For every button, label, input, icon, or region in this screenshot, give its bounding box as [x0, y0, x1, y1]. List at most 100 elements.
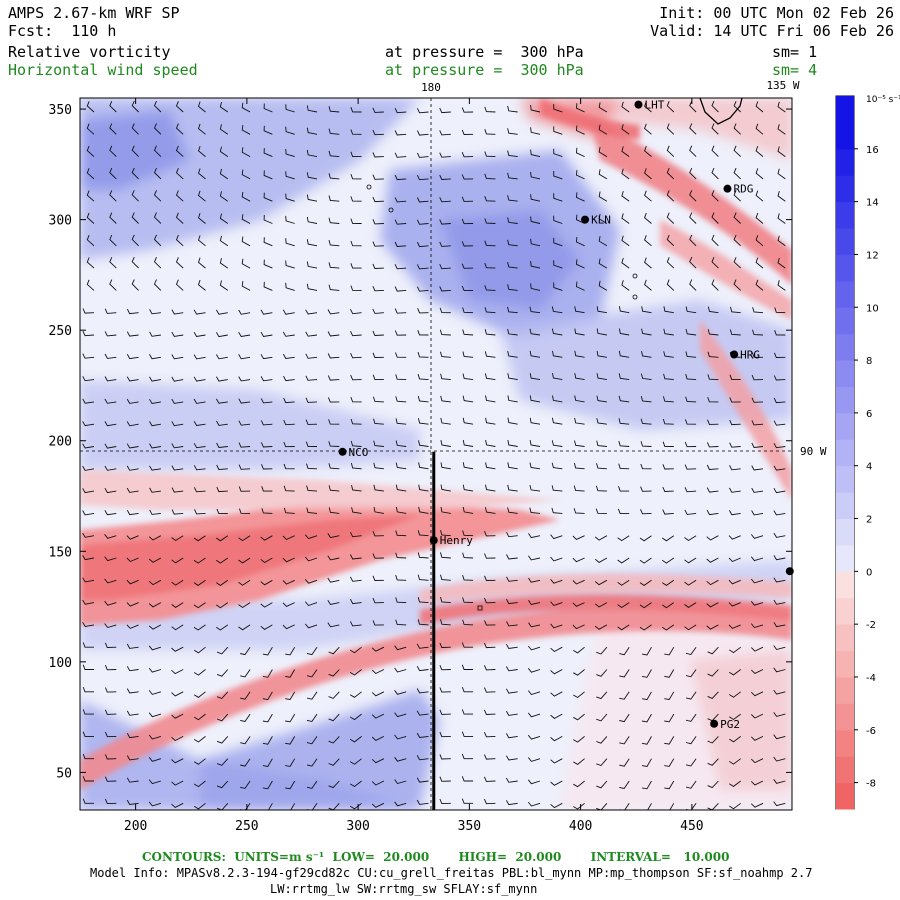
wind-barb	[684, 464, 697, 470]
wind-barb	[529, 484, 541, 492]
wind-barbs	[82, 100, 786, 810]
wind-barb	[328, 780, 340, 789]
wind-barb	[104, 376, 117, 382]
wind-barb	[416, 799, 429, 805]
wind-barb	[439, 264, 451, 270]
wind-barb	[417, 619, 429, 626]
wind-barb	[751, 442, 764, 448]
wind-barb	[283, 397, 295, 404]
wind-barb	[349, 621, 362, 627]
wind-barb	[662, 486, 674, 492]
wind-barb	[507, 105, 518, 113]
wind-barb	[149, 309, 161, 315]
wind-barb	[153, 257, 162, 269]
y-tick-label: 200	[49, 435, 72, 450]
colorbar-step	[836, 518, 854, 546]
wind-barb	[285, 215, 295, 224]
wind-barb	[417, 330, 429, 336]
wind-barb	[394, 712, 407, 718]
wind-barb	[193, 376, 206, 382]
wind-barb	[260, 354, 273, 360]
wind-barb	[351, 484, 362, 492]
wind-barb	[148, 757, 162, 762]
wind-barb	[328, 485, 340, 492]
wind-barb	[126, 353, 139, 360]
wind-barb	[619, 736, 630, 745]
wind-barb	[219, 168, 229, 180]
wind-barb	[371, 669, 385, 675]
wind-barb	[462, 484, 474, 492]
wind-barb	[282, 309, 295, 315]
wind-barb	[372, 620, 384, 626]
wind-barb	[551, 417, 563, 425]
station-dot	[634, 100, 643, 109]
wind-barb	[751, 352, 764, 358]
wind-barb	[282, 579, 295, 585]
wind-barb	[82, 664, 94, 670]
wind-barb	[263, 214, 273, 224]
wind-barb	[439, 642, 451, 648]
colorbar-step	[836, 571, 854, 599]
wind-barb	[104, 331, 117, 337]
wind-barb	[126, 443, 139, 449]
wind-barb	[750, 780, 764, 786]
wind-barb	[506, 710, 518, 716]
wind-barb	[82, 622, 95, 627]
wind-barb	[598, 258, 608, 269]
wind-barb	[528, 622, 541, 628]
colorbar-step	[836, 307, 854, 335]
wind-barb	[153, 212, 162, 224]
wind-barb	[82, 532, 95, 538]
wind-barb	[461, 753, 474, 760]
wind-barb	[484, 329, 496, 336]
wind-barb	[328, 463, 340, 470]
wind-barb	[729, 758, 741, 765]
wind-barb	[171, 646, 184, 652]
wind-barb	[109, 123, 117, 135]
wind-barb	[149, 421, 161, 427]
wind-barb	[641, 758, 652, 767]
wind-barb	[104, 578, 117, 584]
wind-barb	[773, 779, 786, 784]
wind-barb	[171, 535, 184, 542]
wind-barb	[685, 306, 697, 314]
wind-barb	[262, 736, 273, 745]
wind-barb	[684, 579, 697, 586]
wind-barb	[598, 236, 608, 247]
wind-barb	[193, 331, 206, 337]
wind-barb	[439, 307, 451, 314]
wind-barb	[126, 509, 139, 516]
wind-barb	[282, 535, 295, 541]
wind-barb	[216, 442, 228, 448]
wind-barb	[241, 281, 251, 291]
wind-barb	[306, 261, 318, 269]
wind-barb	[506, 531, 518, 538]
wind-barb	[773, 756, 786, 762]
wind-barb	[750, 802, 764, 808]
wind-barb	[552, 373, 563, 381]
wind-barb	[238, 354, 251, 360]
wind-barb	[104, 709, 117, 715]
wind-barb	[483, 687, 496, 693]
wind-barb	[773, 420, 786, 426]
wind-barb	[596, 669, 608, 677]
wind-barb	[751, 420, 764, 426]
wind-barb	[573, 802, 585, 810]
wind-barb	[328, 507, 340, 514]
wind-barb	[104, 623, 117, 629]
wind-barb	[263, 125, 273, 135]
wind-barb	[550, 646, 563, 653]
wind-barb	[644, 145, 652, 157]
wind-barb	[417, 530, 429, 537]
wind-barb	[689, 257, 697, 269]
wind-barb	[529, 417, 541, 425]
wind-barb	[416, 219, 429, 225]
wind-barb	[551, 462, 563, 470]
wind-barb	[573, 736, 585, 743]
wind-barb	[372, 129, 384, 136]
wind-barb	[440, 596, 451, 604]
wind-barb	[507, 507, 518, 514]
wind-barb	[685, 669, 697, 678]
colorbar-step	[836, 333, 854, 361]
